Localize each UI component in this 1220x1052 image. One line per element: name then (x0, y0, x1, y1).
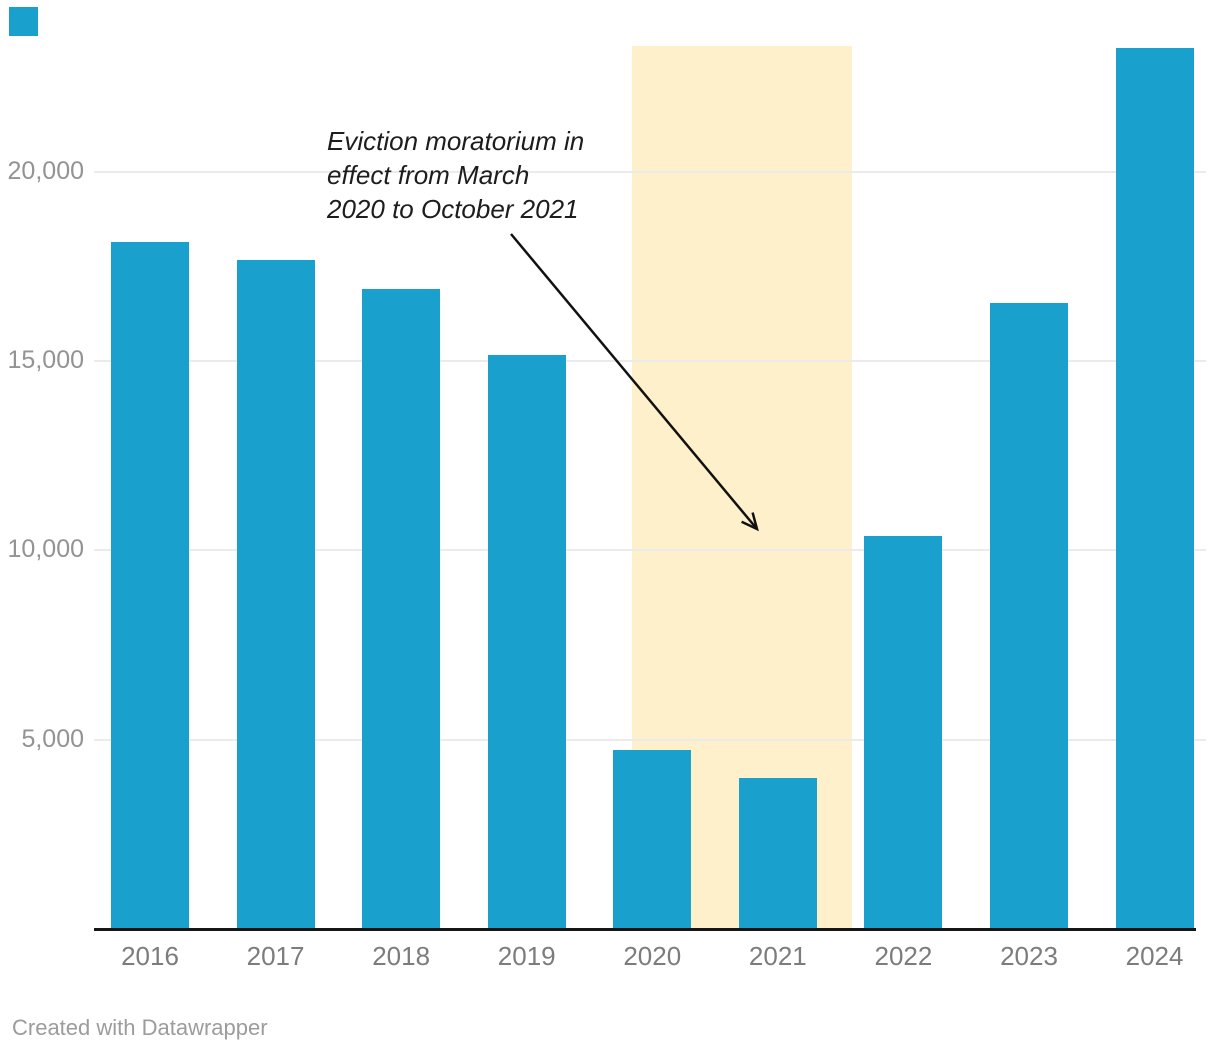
gridline-5000 (94, 738, 1206, 741)
gridline-20000 (94, 170, 1206, 173)
datawrapper-attribution-link[interactable]: Created with Datawrapper (12, 1015, 268, 1040)
corner-accent-square (9, 7, 38, 36)
annotation-line-1: Eviction moratorium in (327, 126, 585, 156)
bar-2017[interactable] (236, 260, 315, 929)
bar-2023[interactable] (989, 303, 1068, 929)
bar-2018[interactable] (362, 289, 441, 929)
y-tick-label-15000: 15,000 (7, 346, 84, 375)
bar-2021[interactable] (738, 777, 817, 929)
y-tick-label-10000: 10,000 (7, 535, 84, 564)
x-tick-label-2017: 2017 (246, 941, 305, 971)
bar-2024[interactable] (1115, 47, 1194, 929)
x-tick-label-2021: 2021 (748, 941, 807, 971)
x-tick-label-2019: 2019 (497, 941, 556, 971)
annotation-line-2: effect from March (327, 160, 530, 190)
x-tick-label-2018: 2018 (372, 941, 431, 971)
bar-2019[interactable] (487, 355, 566, 929)
annotation-text: Eviction moratorium in effect from March 2… (327, 124, 647, 226)
x-tick-label-2022: 2022 (874, 941, 933, 971)
bar-2016[interactable] (111, 241, 189, 929)
y-tick-label-5000: 5,000 (21, 724, 84, 753)
annotation-line-3: 2020 to October 2021 (327, 194, 579, 224)
x-tick-label-2016: 2016 (121, 941, 179, 971)
x-tick-label-2023: 2023 (1000, 941, 1058, 971)
x-tick-label-2024: 2024 (1125, 941, 1184, 971)
bar-2022[interactable] (864, 536, 943, 929)
x-axis-baseline (94, 928, 1196, 931)
y-tick-label-20000: 20,000 (7, 156, 84, 185)
x-tick-label-2020: 2020 (623, 941, 682, 971)
gridline-10000 (94, 549, 1206, 552)
bar-2020[interactable] (613, 749, 692, 929)
